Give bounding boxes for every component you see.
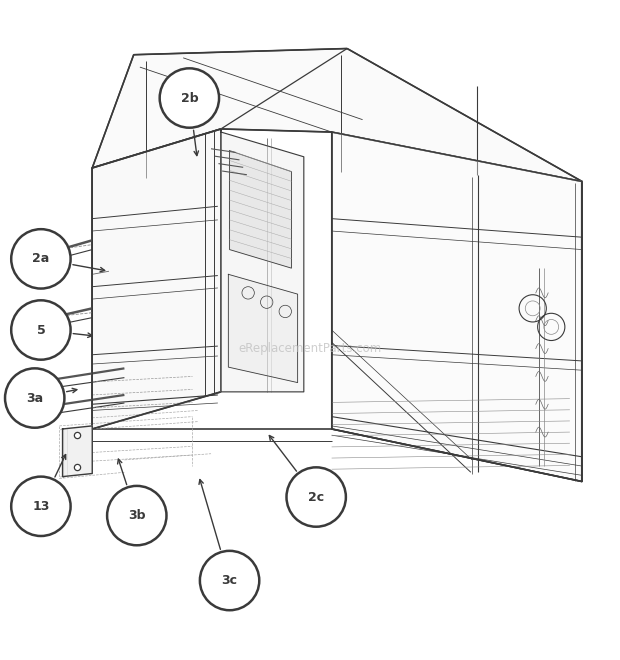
Polygon shape [332, 132, 582, 482]
Text: 3b: 3b [128, 509, 146, 522]
Circle shape [200, 551, 259, 611]
Polygon shape [92, 129, 221, 429]
Text: 2b: 2b [180, 92, 198, 104]
Text: eReplacementParts.com: eReplacementParts.com [238, 342, 382, 355]
Text: 3c: 3c [221, 574, 237, 587]
Text: 2c: 2c [308, 490, 324, 504]
Polygon shape [221, 132, 304, 392]
Text: 13: 13 [32, 500, 50, 513]
Polygon shape [63, 426, 92, 477]
Polygon shape [229, 150, 291, 268]
Text: 3a: 3a [26, 391, 43, 405]
Circle shape [11, 229, 71, 288]
Text: 2a: 2a [32, 252, 50, 265]
Polygon shape [92, 49, 582, 182]
Circle shape [286, 467, 346, 527]
Circle shape [160, 69, 219, 128]
Circle shape [107, 486, 167, 545]
Circle shape [5, 368, 64, 428]
Text: 5: 5 [37, 323, 45, 337]
Circle shape [11, 477, 71, 536]
Polygon shape [228, 275, 298, 383]
Circle shape [11, 300, 71, 360]
